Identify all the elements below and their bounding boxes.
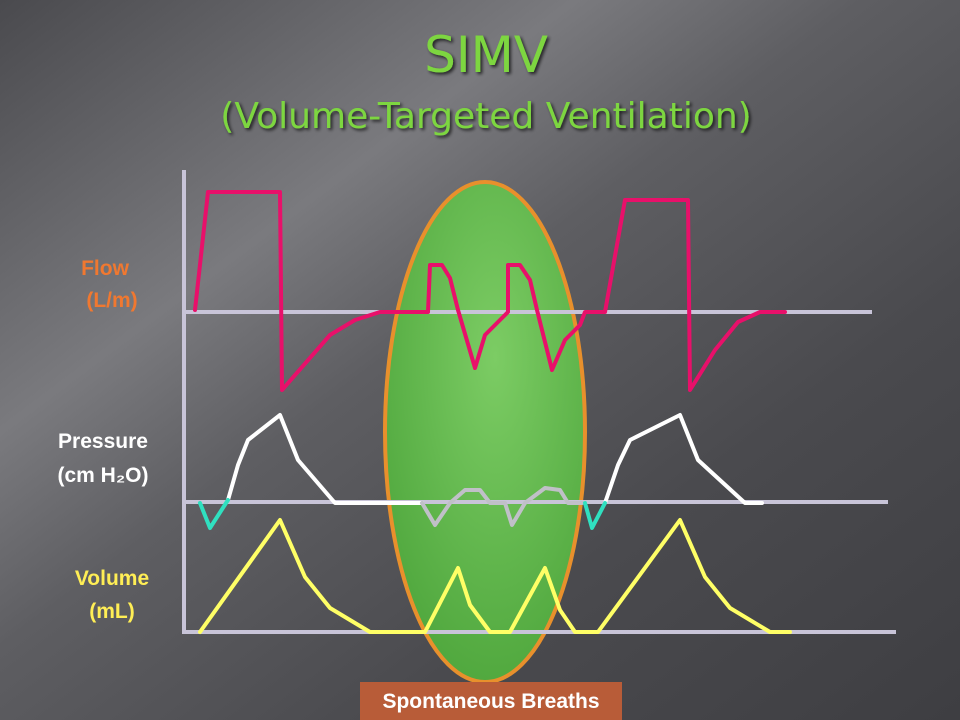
- pressure-trigger: [583, 501, 607, 530]
- volume-label: Volume: [75, 567, 149, 590]
- title: SIMV: [424, 26, 548, 84]
- pressure-label: Pressure: [58, 430, 148, 453]
- volume-unit: (mL): [89, 600, 135, 623]
- flow-unit: (L/m): [86, 289, 137, 312]
- pressure-spontaneous: [420, 486, 584, 527]
- pressure-wave: [226, 413, 424, 505]
- callout-text: Spontaneous Breaths: [382, 690, 599, 713]
- pressure-unit: (cm H₂O): [57, 464, 148, 487]
- flow-wave: [193, 190, 787, 392]
- callout-box: [360, 682, 622, 720]
- subtitle: (Volume-Targeted Ventilation): [220, 96, 751, 137]
- axes: [182, 170, 896, 634]
- spontaneous-ellipse: [383, 180, 587, 684]
- pressure-wave: [603, 413, 764, 505]
- pressure-trigger: [198, 498, 230, 530]
- volume-wave: [198, 518, 792, 634]
- flow-label: Flow: [81, 257, 129, 280]
